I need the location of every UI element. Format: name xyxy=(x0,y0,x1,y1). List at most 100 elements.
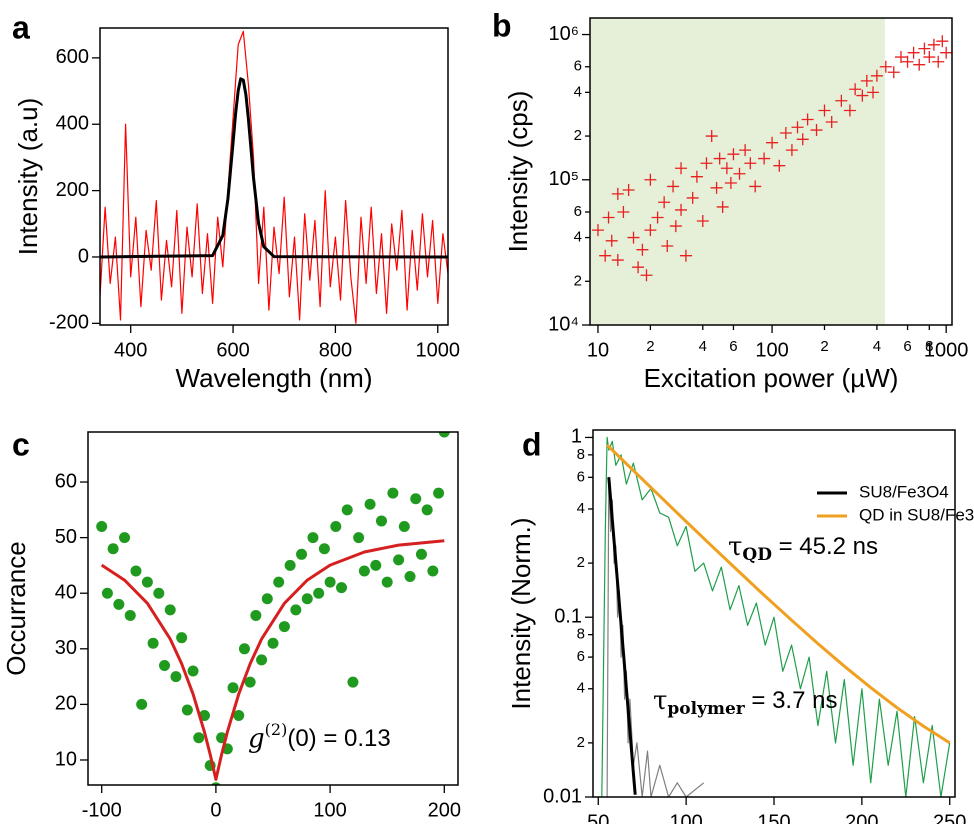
point xyxy=(358,565,370,577)
point xyxy=(923,51,936,64)
y-tick-label: 600 xyxy=(56,46,89,68)
point xyxy=(936,35,949,48)
x-tick-label: 4 xyxy=(873,338,881,355)
x-tick-label: 2 xyxy=(820,338,828,355)
y-tick-label: 2 xyxy=(577,734,585,751)
point xyxy=(599,249,612,262)
point xyxy=(324,576,336,588)
point xyxy=(370,559,382,571)
y-tick-label: -200 xyxy=(49,312,89,334)
point xyxy=(686,191,699,204)
series-line xyxy=(100,77,448,259)
annotation: τQD = 45.2 ns xyxy=(728,532,878,565)
point xyxy=(119,532,131,544)
point xyxy=(113,598,125,610)
y-tick-label: 50 xyxy=(55,526,77,548)
y-tick-label: 8 xyxy=(577,626,585,643)
x-tick-label: 0 xyxy=(210,799,221,821)
point xyxy=(278,621,290,633)
point xyxy=(375,515,387,527)
point xyxy=(130,565,142,577)
y-tick-label: 30 xyxy=(55,637,77,659)
point xyxy=(724,177,737,190)
panel-label: c xyxy=(12,426,30,462)
point xyxy=(181,704,193,716)
point xyxy=(290,604,302,616)
point xyxy=(238,643,250,655)
point xyxy=(438,432,450,438)
point xyxy=(421,504,433,516)
y-tick-label: 10⁶ xyxy=(549,23,579,45)
point xyxy=(307,532,319,544)
point xyxy=(913,58,926,71)
point xyxy=(801,113,814,126)
point xyxy=(932,55,945,68)
x-tick-label: 1000 xyxy=(416,339,461,361)
legend-label: SU8/Fe3O4 xyxy=(859,482,949,501)
y-tick-label: 2 xyxy=(577,554,585,571)
point xyxy=(700,157,713,170)
point xyxy=(856,89,869,102)
point xyxy=(651,211,664,224)
point xyxy=(591,224,604,237)
point xyxy=(176,632,188,644)
point xyxy=(96,521,108,533)
series-line xyxy=(601,436,951,797)
point xyxy=(347,676,359,688)
point xyxy=(901,55,914,68)
plot-frame xyxy=(99,27,449,326)
y-tick-label: 10⁴ xyxy=(548,313,579,335)
x-tick-label: 8 xyxy=(925,338,933,355)
point xyxy=(766,136,779,149)
point xyxy=(818,104,831,117)
point xyxy=(159,659,171,671)
point xyxy=(141,576,153,588)
point xyxy=(679,249,692,262)
x-axis-title: Excitation power (µW) xyxy=(644,363,899,393)
point xyxy=(773,159,786,172)
annotation-text: = 45.2 ns xyxy=(772,533,878,560)
point xyxy=(273,576,285,588)
point xyxy=(353,532,365,544)
y-axis-title: Intensity (cps) xyxy=(503,91,533,253)
point xyxy=(602,211,615,224)
series-line xyxy=(100,30,448,324)
y-tick-label: 1 xyxy=(571,426,582,448)
point xyxy=(918,42,931,55)
y-tick-label: 4 xyxy=(577,680,585,697)
x-tick-label: 4 xyxy=(699,338,707,355)
point xyxy=(661,239,674,252)
y-tick-label: 0.1 xyxy=(554,606,582,628)
annotation-text: = 3.7 ns xyxy=(745,687,838,714)
panel-label: b xyxy=(492,7,512,43)
point xyxy=(696,215,709,228)
point xyxy=(250,609,262,621)
point xyxy=(727,148,740,161)
point xyxy=(301,593,313,605)
y-axis-title: Occurrance xyxy=(1,541,31,675)
x-tick-label: -100 xyxy=(82,799,122,821)
x-tick-label: 6 xyxy=(729,338,737,355)
x-tick-label: 100 xyxy=(669,811,702,824)
plot-area xyxy=(591,35,952,282)
series-line xyxy=(100,539,445,781)
point xyxy=(940,46,952,59)
point xyxy=(330,521,342,533)
y-axis-title: Intensity (a.u) xyxy=(13,98,43,256)
point xyxy=(867,86,880,99)
plot-frame xyxy=(87,431,459,786)
x-tick-label: 10 xyxy=(587,339,609,361)
plot-area xyxy=(601,436,951,797)
y-tick-label: 2 xyxy=(574,272,582,289)
point xyxy=(433,487,445,499)
point xyxy=(611,254,624,267)
panel: -100 0 100 200 10 20 30 40 50 60 Time delay τ (ns)… xyxy=(1,426,461,824)
point xyxy=(636,243,649,256)
point xyxy=(364,498,376,510)
point xyxy=(427,565,439,577)
x-tick-label: 200 xyxy=(845,811,878,824)
point xyxy=(739,144,752,157)
legend-label: QD in SU8/Fe3O4 xyxy=(859,505,974,524)
point xyxy=(779,126,792,139)
